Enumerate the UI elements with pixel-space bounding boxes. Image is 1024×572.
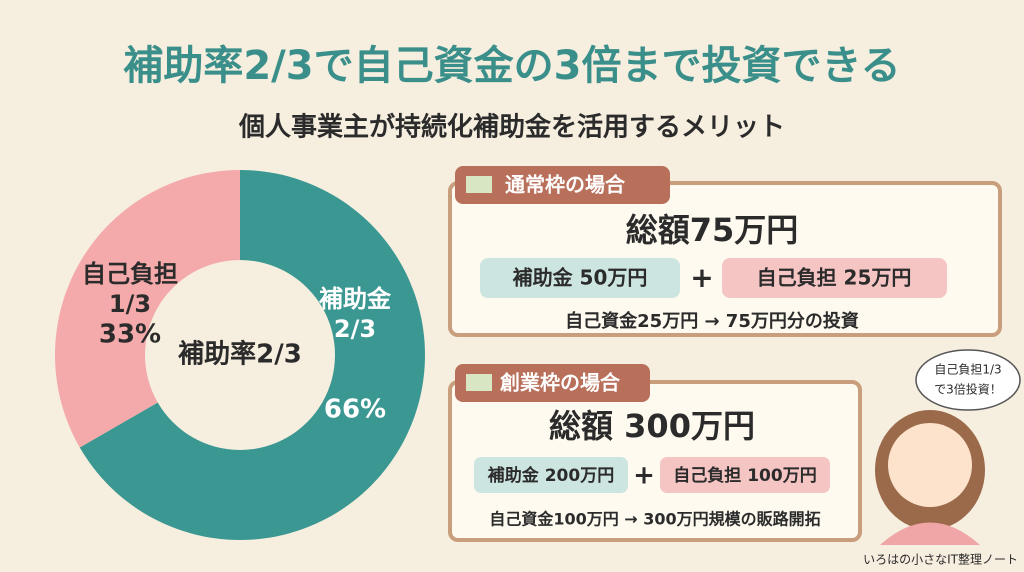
self-pay: 自己負担 25万円	[757, 266, 912, 290]
title: 補助率2/3で自己資金の3倍まで投資できる	[123, 43, 900, 89]
plus: +	[633, 461, 655, 491]
center-label: 補助率2/3	[177, 339, 302, 370]
bubble-line: で3倍投資！	[934, 382, 1002, 397]
footer: いろはの小さなIT整理ノート	[863, 552, 1018, 567]
tab-label: 通常枠の場合	[505, 173, 626, 197]
fraction-label: 1/3	[109, 290, 151, 318]
speech-bubble	[915, 349, 1021, 411]
subsidy: 補助金 50万円	[512, 266, 648, 290]
fraction-label: 2/3	[334, 315, 376, 343]
note: 自己資金25万円 → 75万円分の投資	[565, 310, 859, 332]
self-pay-pill	[660, 457, 830, 493]
slice-label: 補助金	[318, 285, 392, 313]
card-tab	[455, 364, 650, 402]
self-pay-pill	[722, 258, 947, 298]
money-icon	[466, 176, 492, 193]
value-label: 66%	[324, 395, 386, 425]
card	[448, 380, 862, 542]
note: 自己資金100万円 → 300万円規模の販路開拓	[489, 510, 820, 529]
self-pay: 自己負担 100万円	[673, 465, 816, 486]
donut-slice	[79, 170, 425, 540]
face	[888, 423, 972, 507]
plus: +	[690, 261, 713, 294]
total: 総額75万円	[626, 211, 799, 249]
subsidy: 補助金 200万円	[487, 465, 614, 486]
value-label: 33%	[99, 320, 161, 350]
total: 総額 300万円	[549, 407, 755, 445]
tab-label: 創業枠の場合	[499, 371, 621, 395]
subsidy-pill	[480, 258, 680, 298]
money-icon	[466, 374, 492, 391]
subtitle: 個人事業主が持続化補助金を活用するメリット	[238, 112, 785, 143]
card-tab	[455, 166, 670, 204]
body	[880, 522, 980, 545]
donut-slice	[54, 170, 240, 448]
slice-label: 自己負担	[82, 260, 178, 288]
subsidy-pill	[474, 457, 628, 493]
bubble-line: 自己負担1/3	[934, 363, 1001, 377]
